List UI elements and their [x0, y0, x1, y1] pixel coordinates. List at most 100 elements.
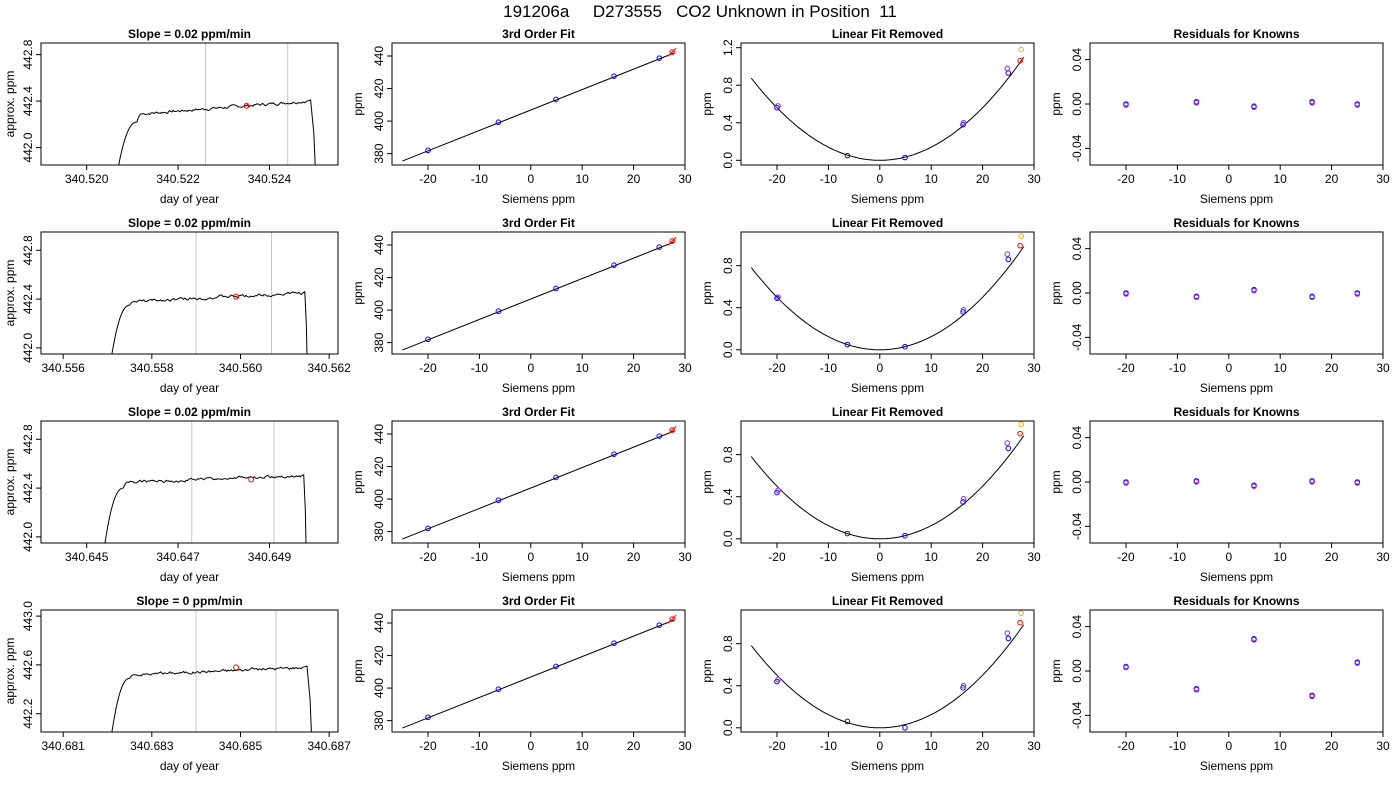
panel-title: Residuals for Knowns [1173, 405, 1299, 419]
fit-line [402, 619, 675, 729]
fit-curve [750, 57, 1025, 161]
data-point [425, 714, 431, 721]
y-tick-label: 420 [372, 78, 386, 98]
data-point [1005, 256, 1012, 263]
x-tick-label: 0 [527, 172, 534, 186]
extra-point [1018, 610, 1024, 616]
y-axis-label: approx. ppm [3, 71, 17, 138]
plot-area [402, 614, 677, 729]
x-tick-label: 340.560 [219, 361, 263, 375]
sample-arrow [667, 236, 677, 246]
data-point [960, 499, 966, 505]
y-tick-label: 0.4 [721, 299, 735, 316]
panel-3-2: Linear Fit Removed -20 -10 0 10 20 30 0.0 0.4 0.8… [700, 594, 1041, 773]
x-tick-label: 20 [976, 550, 990, 564]
x-tick-label: 0 [527, 550, 534, 564]
y-tick-label: 0.00 [1070, 659, 1084, 683]
plot-frame [391, 609, 686, 733]
y-tick-label: 442.0 [21, 522, 35, 552]
data-point [1193, 294, 1200, 301]
x-tick-label: 0 [1225, 172, 1232, 186]
extra-point [775, 487, 781, 494]
plot-area [104, 421, 307, 543]
y-axis-label: ppm [1049, 659, 1063, 682]
extra-point [775, 676, 781, 683]
panel-3-0: Slope = 0 ppm/min 340.681 340.683 340.685 34… [3, 594, 351, 773]
x-tick-label: -10 [820, 550, 838, 564]
x-tick-label: 30 [1027, 361, 1041, 375]
y-tick-label: 0.00 [1070, 92, 1084, 116]
x-tick-label: 10 [1274, 550, 1288, 564]
data-point [844, 718, 851, 725]
extra-point [1004, 251, 1011, 257]
y-axis-label: ppm [700, 470, 714, 493]
y-tick-label: -0.04 [1070, 512, 1084, 540]
extra-point [1017, 430, 1023, 437]
data-point [425, 525, 431, 532]
x-tick-label: 30 [1027, 172, 1041, 186]
y-tick-label: 0.0 [721, 341, 735, 358]
panel-0-2: Linear Fit Removed -20 -10 0 10 20 30 0.0 0.4 0.8… [700, 27, 1041, 206]
sample-marker [233, 664, 240, 671]
x-tick-label: 0 [876, 361, 883, 375]
fit-line [402, 52, 675, 162]
panel-1-3: Residuals for Knowns -20 -10 0 10 20 30 -0.04 0.… [1049, 216, 1390, 395]
data-point [1354, 480, 1361, 486]
plot-frame [40, 609, 339, 733]
x-tick-label: 20 [976, 361, 990, 375]
data-point [553, 663, 559, 670]
x-axis-label: Siemens ppm [1200, 192, 1273, 206]
y-tick-label: 0.4 [721, 677, 735, 694]
panel-title: 3rd Order Fit [502, 594, 575, 608]
data-point [1251, 104, 1257, 111]
data-trace [111, 665, 312, 732]
y-tick-label: -0.04 [1070, 701, 1084, 729]
data-point [1193, 686, 1200, 693]
y-axis-label: ppm [351, 659, 365, 682]
sample-marker [248, 476, 255, 483]
data-point [611, 262, 617, 268]
x-tick-label: 10 [1274, 361, 1288, 375]
plot-area [750, 233, 1025, 351]
y-tick-label: 0.8 [721, 446, 735, 463]
y-axis-label: approx. ppm [3, 260, 17, 327]
x-tick-label: 340.685 [219, 739, 263, 753]
fit-curve [750, 624, 1025, 729]
panel-2-2: Linear Fit Removed -20 -10 0 10 20 30 0.0 0.4 0.8… [700, 405, 1041, 584]
panel-title: Linear Fit Removed [832, 594, 943, 608]
plot-frame [391, 231, 686, 355]
y-axis-label: ppm [351, 470, 365, 493]
y-axis-label: ppm [700, 281, 714, 304]
x-tick-label: 340.683 [130, 739, 174, 753]
panel-title: Residuals for Knowns [1173, 594, 1299, 608]
x-tick-label: 30 [678, 739, 692, 753]
x-tick-label: 30 [1027, 739, 1041, 753]
x-tick-label: -20 [1117, 361, 1135, 375]
data-point [1354, 660, 1361, 666]
panel-title: 3rd Order Fit [502, 27, 575, 41]
extra-point [1004, 65, 1011, 72]
plot-frame [391, 420, 686, 544]
x-tick-label: 30 [678, 172, 692, 186]
extra-point [1018, 233, 1024, 240]
data-point [656, 433, 663, 439]
extra-point [1017, 242, 1023, 249]
plot-frame [1089, 231, 1384, 355]
extra-point [1004, 440, 1011, 446]
y-tick-label: 1.2 [721, 39, 735, 56]
y-tick-label: 380 [372, 143, 386, 163]
plot-frame [40, 42, 339, 166]
y-tick-label: 440 [372, 613, 386, 633]
data-point [902, 724, 908, 731]
y-tick-label: 0.4 [721, 488, 735, 505]
x-tick-label: 20 [627, 361, 641, 375]
x-tick-label: 20 [976, 172, 990, 186]
extra-point [669, 427, 675, 433]
x-tick-label: 0 [876, 739, 883, 753]
x-axis-label: day of year [160, 192, 219, 206]
data-point [553, 474, 559, 481]
y-tick-label: 442.0 [21, 132, 35, 162]
panel-title: Slope = 0.02 ppm/min [128, 405, 251, 419]
data-point [656, 622, 663, 628]
x-tick-label: 20 [1325, 550, 1339, 564]
